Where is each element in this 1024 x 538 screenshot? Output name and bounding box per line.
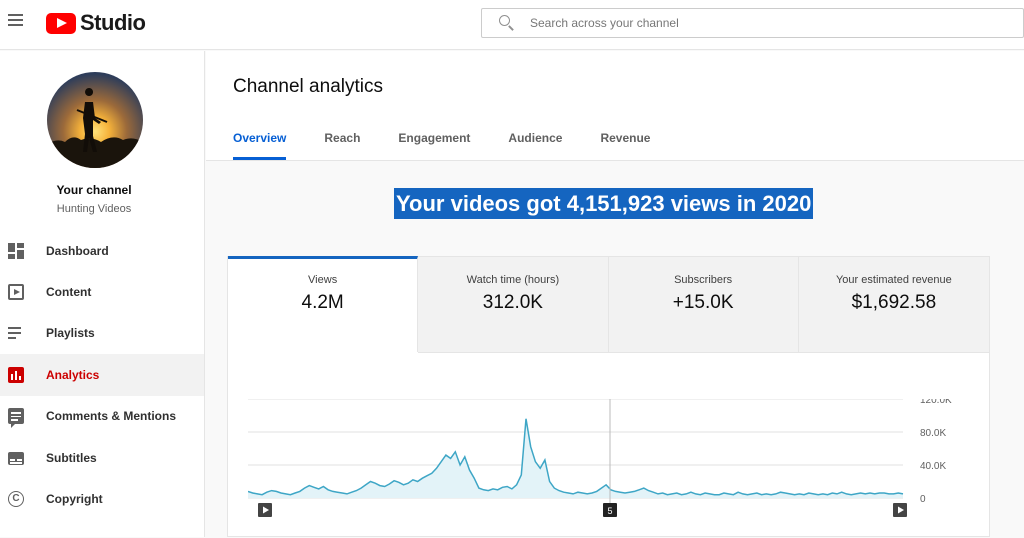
metric-label: Your estimated revenue xyxy=(835,274,952,286)
play-start-button xyxy=(258,503,272,517)
sidebar-item-comments[interactable]: Comments & Mentions xyxy=(0,396,204,437)
y-tick-label: 120.0K xyxy=(920,399,952,406)
top-bar: Studio xyxy=(0,0,1024,50)
tab-audience[interactable]: Audience xyxy=(508,131,563,145)
views-line xyxy=(248,418,904,496)
search-box[interactable] xyxy=(481,8,1024,38)
sidebar-item-label: Content xyxy=(46,285,92,300)
copyright-icon: C xyxy=(8,491,24,508)
studio-logo[interactable]: Studio xyxy=(46,10,146,36)
metric-label: Views xyxy=(308,274,338,286)
views-chart[interactable]: 120.0K 80.0K 40.0K 0 5 xyxy=(248,399,988,538)
playlists-icon xyxy=(8,325,24,341)
tab-revenue[interactable]: Revenue xyxy=(600,131,651,145)
views-area xyxy=(248,418,903,498)
sidebar-item-subtitles[interactable]: Subtitles xyxy=(0,437,204,478)
comments-icon xyxy=(8,408,24,429)
analytics-icon xyxy=(8,366,24,383)
sidebar-item-content[interactable]: Content xyxy=(0,271,204,312)
channel-avatar[interactable] xyxy=(47,72,143,168)
chart-marker: 5 xyxy=(603,503,617,517)
views-headline: Your videos got 4,151,923 views in 2020 xyxy=(394,188,814,219)
hamburger-menu-icon[interactable] xyxy=(8,14,24,30)
y-tick-label: 0 xyxy=(920,494,926,505)
metric-value: +15.0K xyxy=(672,292,734,313)
metric-value: $1,692.58 xyxy=(851,292,937,313)
brand-name: Studio xyxy=(80,10,146,35)
chart-grid xyxy=(248,399,903,499)
metric-subscribers[interactable]: Subscribers +15.0K xyxy=(608,257,799,353)
sidebar-item-label: Dashboard xyxy=(46,243,109,258)
channel-title: Your channel xyxy=(56,183,132,197)
play-end-button xyxy=(893,503,907,517)
sidebar-item-label: Playlists xyxy=(46,326,95,341)
metric-value: 312.0K xyxy=(482,292,543,313)
sidebar-item-label: Comments & Mentions xyxy=(46,409,177,424)
metric-watch-time[interactable]: Watch time (hours) 312.0K xyxy=(418,257,609,353)
metrics-card: Views 4.2M Watch time (hours) 312.0K Sub… xyxy=(227,256,990,537)
subtitles-icon xyxy=(8,452,24,466)
metric-label: Watch time (hours) xyxy=(466,274,560,286)
play-icon xyxy=(263,506,269,514)
analytics-header: Channel analytics Overview Reach Engagem… xyxy=(206,51,1024,161)
metric-tabs: Views 4.2M Watch time (hours) 312.0K Sub… xyxy=(228,256,989,353)
sidebar-item-analytics[interactable]: Analytics xyxy=(0,354,204,396)
sidebar-item-dashboard[interactable]: Dashboard xyxy=(0,230,204,271)
search-icon[interactable] xyxy=(498,14,516,32)
content-icon xyxy=(8,284,24,301)
tab-overview[interactable]: Overview xyxy=(233,131,287,160)
metric-value: 4.2M xyxy=(301,292,344,313)
sidebar-item-playlists[interactable]: Playlists xyxy=(0,313,204,354)
channel-subtitle: Hunting Videos xyxy=(56,203,132,215)
metric-label: Subscribers xyxy=(674,274,733,286)
search-input[interactable] xyxy=(530,16,990,30)
tab-reach[interactable]: Reach xyxy=(324,131,361,145)
analytics-tabs: Overview Reach Engagement Audience Reven… xyxy=(233,131,688,160)
y-axis-labels: 120.0K 80.0K 40.0K 0 xyxy=(920,399,952,505)
sidebar: Your channel Hunting Videos Dashboard Co… xyxy=(0,51,205,537)
sidebar-item-label: Copyright xyxy=(46,492,103,507)
page-title: Channel analytics xyxy=(233,76,383,97)
metric-revenue[interactable]: Your estimated revenue $1,692.58 xyxy=(798,257,989,353)
dashboard-icon xyxy=(8,242,24,259)
sidebar-item-label: Analytics xyxy=(46,367,100,382)
y-tick-label: 80.0K xyxy=(920,428,946,439)
play-icon xyxy=(898,506,904,514)
youtube-logo-icon xyxy=(46,12,76,34)
sidebar-nav: Dashboard Content Playlists Analytics xyxy=(0,230,204,520)
sidebar-item-label: Subtitles xyxy=(46,450,97,465)
tab-engagement[interactable]: Engagement xyxy=(398,131,471,145)
chart-marker-bg xyxy=(603,503,617,517)
chart-marker-label: 5 xyxy=(607,506,612,516)
y-tick-label: 40.0K xyxy=(920,461,946,472)
avatar-image xyxy=(47,72,143,168)
sidebar-item-copyright[interactable]: C Copyright xyxy=(0,478,204,519)
metric-views[interactable]: Views 4.2M xyxy=(228,256,419,352)
